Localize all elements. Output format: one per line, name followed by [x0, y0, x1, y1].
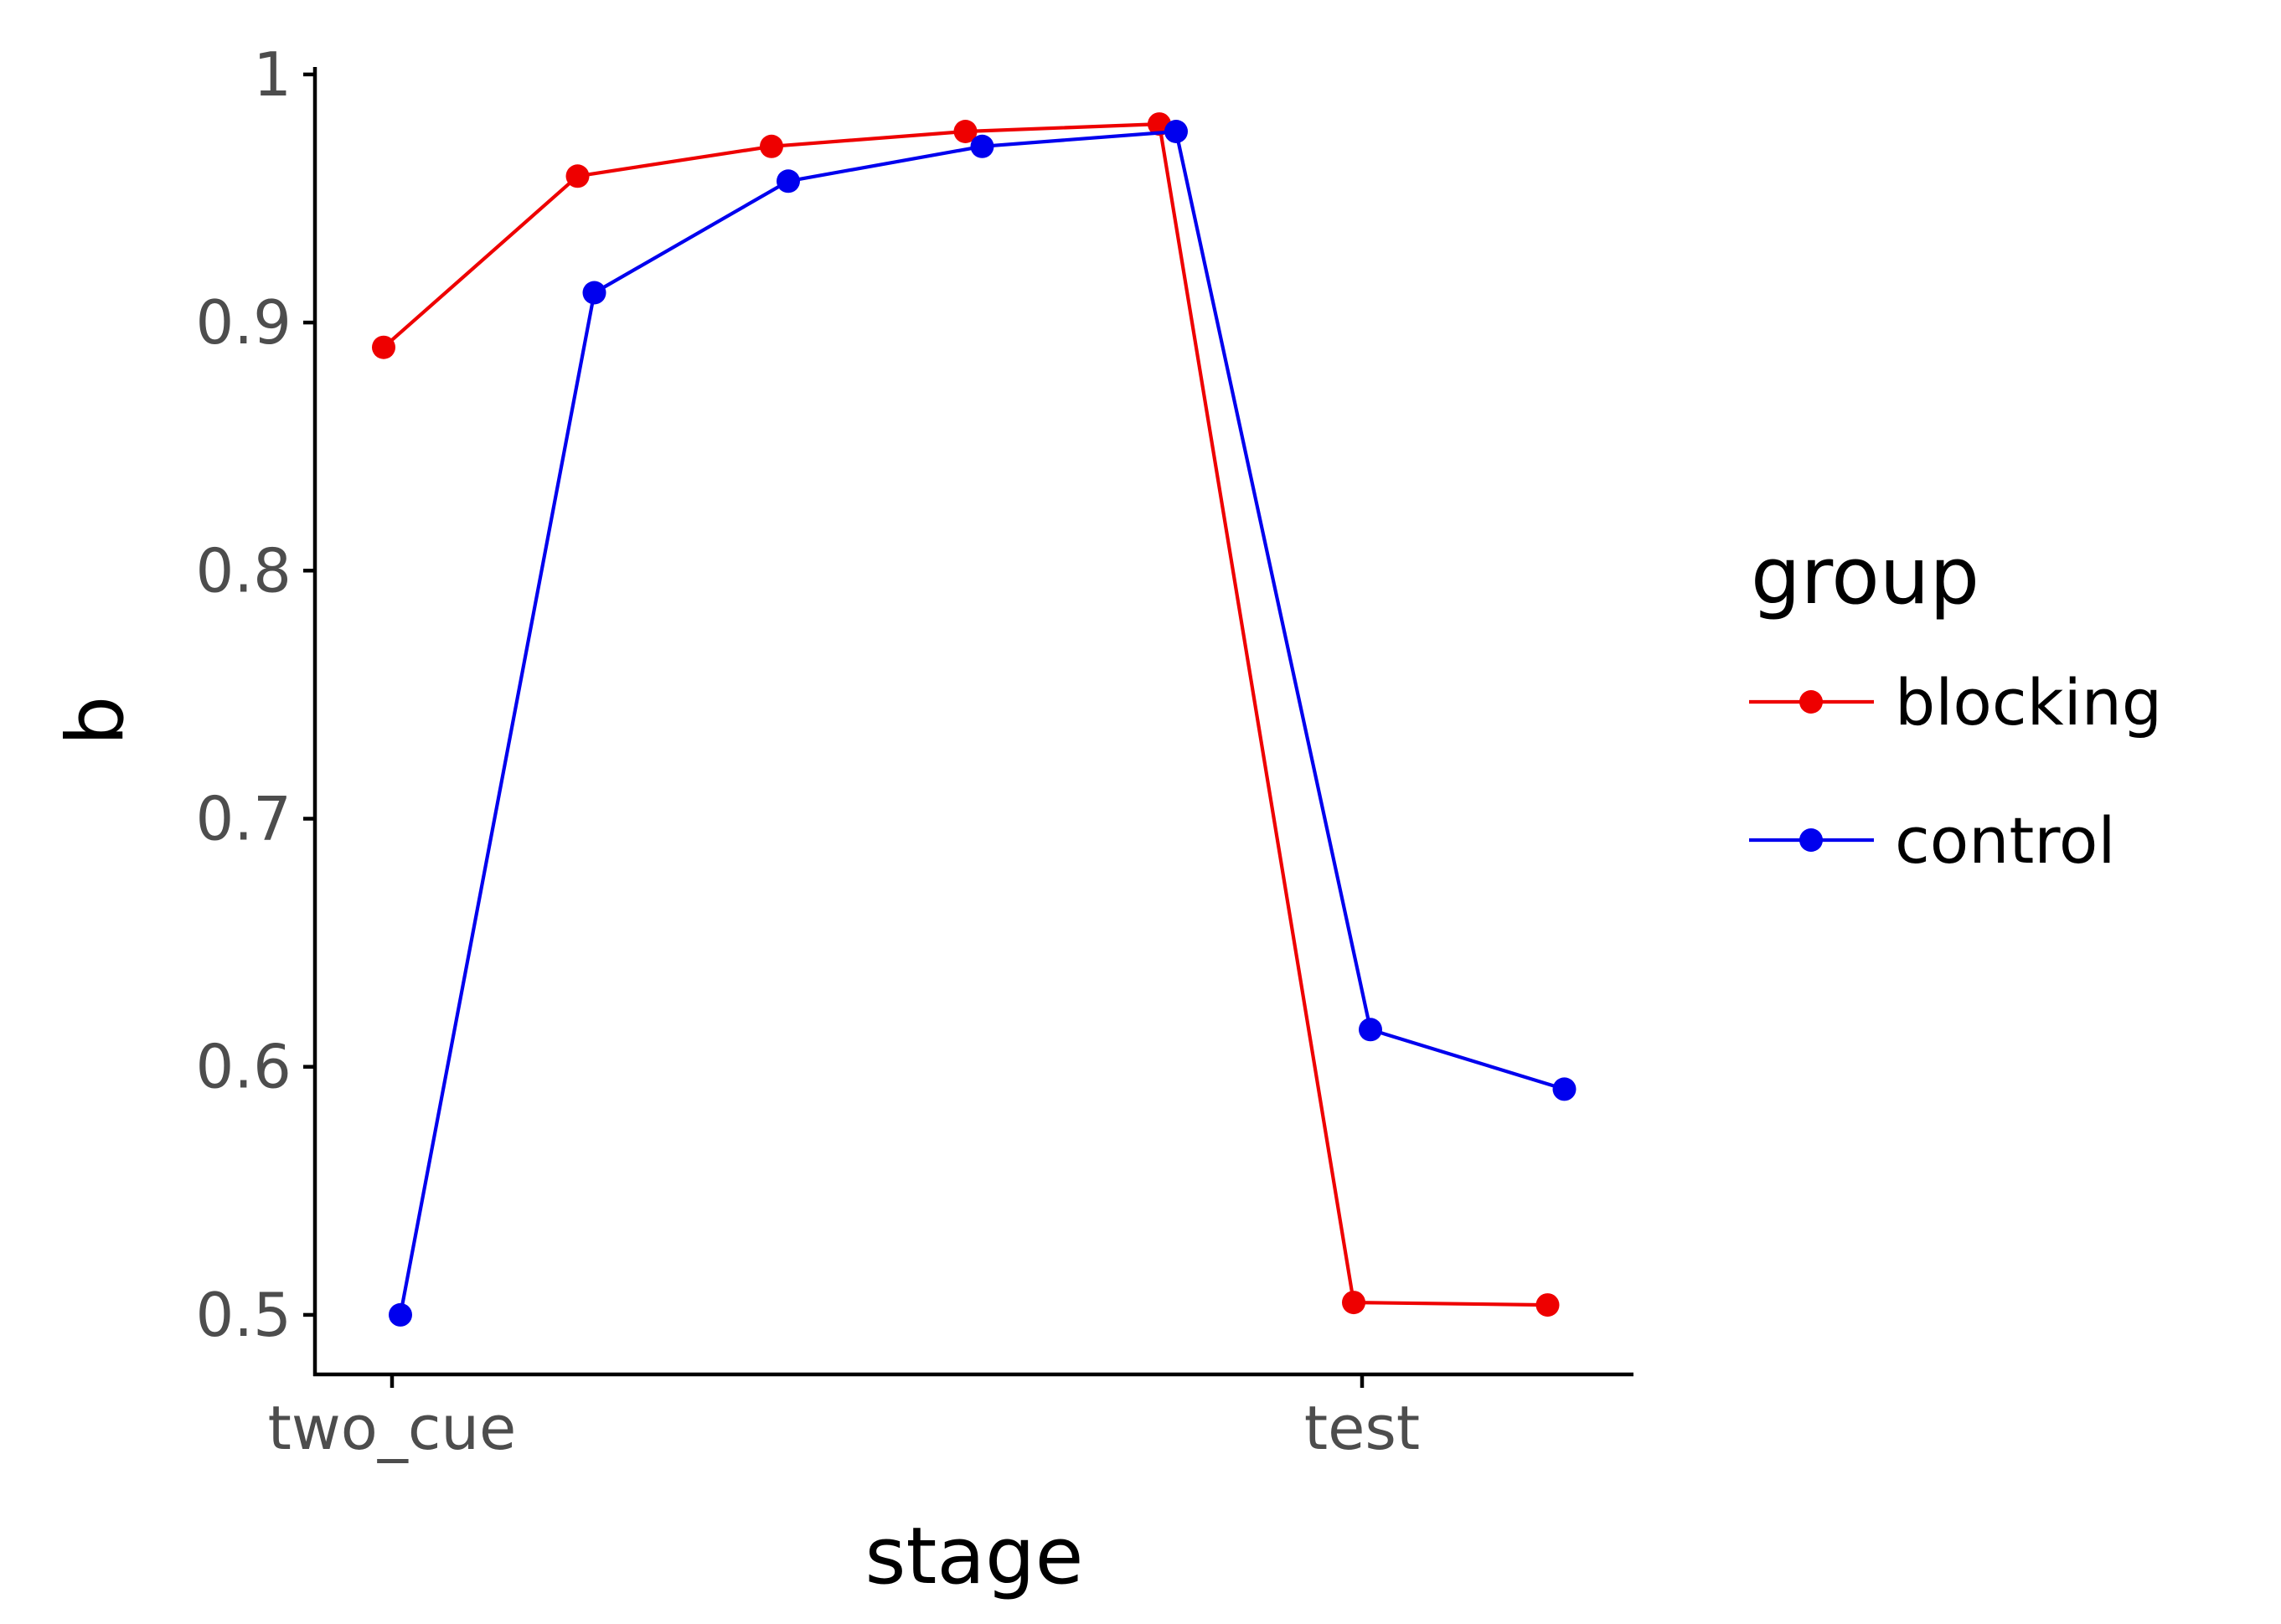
data-point-control — [582, 281, 606, 305]
data-point-blocking — [953, 120, 978, 143]
data-point-control — [389, 1302, 412, 1327]
y-tick-label: 0.8 — [195, 535, 292, 606]
legend: group blocking control — [1749, 531, 2162, 878]
legend-label: blocking — [1895, 665, 2162, 740]
y-axis-ticks: 0.5 0.6 0.7 0.8 0.9 1 — [195, 39, 315, 1350]
data-point-blocking — [565, 164, 590, 188]
data-point-control — [1359, 1018, 1382, 1042]
x-tick-label: two_cue — [268, 1393, 517, 1463]
x-axis-ticks: two_cue test — [268, 1374, 1420, 1463]
y-tick-label: 0.5 — [195, 1280, 292, 1350]
series-blocking — [372, 112, 1560, 1317]
data-point-control — [970, 134, 994, 158]
legend-entry-blocking: blocking — [1749, 665, 2162, 740]
y-tick-label: 1 — [253, 39, 292, 110]
data-point-blocking — [372, 335, 395, 359]
y-tick-label: 0.7 — [195, 784, 292, 854]
data-point-blocking — [1535, 1293, 1560, 1317]
data-point-blocking — [760, 134, 783, 158]
legend-key-point — [1799, 828, 1823, 852]
legend-title: group — [1751, 531, 1979, 622]
series-layer — [372, 112, 1577, 1327]
legend-entry-control: control — [1749, 803, 2115, 878]
series-control — [389, 120, 1577, 1327]
legend-label: control — [1895, 803, 2115, 878]
series-line-control — [398, 129, 1566, 1316]
legend-entries: blocking control — [1749, 665, 2162, 878]
data-point-blocking — [1342, 1291, 1365, 1315]
y-axis-title: b — [50, 696, 142, 746]
x-axis-title: stage — [865, 1511, 1084, 1602]
legend-key-point — [1799, 690, 1823, 714]
data-point-control — [1164, 120, 1188, 143]
y-tick-label: 0.6 — [195, 1032, 292, 1102]
x-tick-label: test — [1304, 1393, 1420, 1463]
data-point-control — [777, 169, 800, 193]
y-tick-label: 0.9 — [195, 287, 292, 358]
series-line-blocking — [382, 122, 1548, 1307]
data-point-control — [1552, 1077, 1577, 1101]
